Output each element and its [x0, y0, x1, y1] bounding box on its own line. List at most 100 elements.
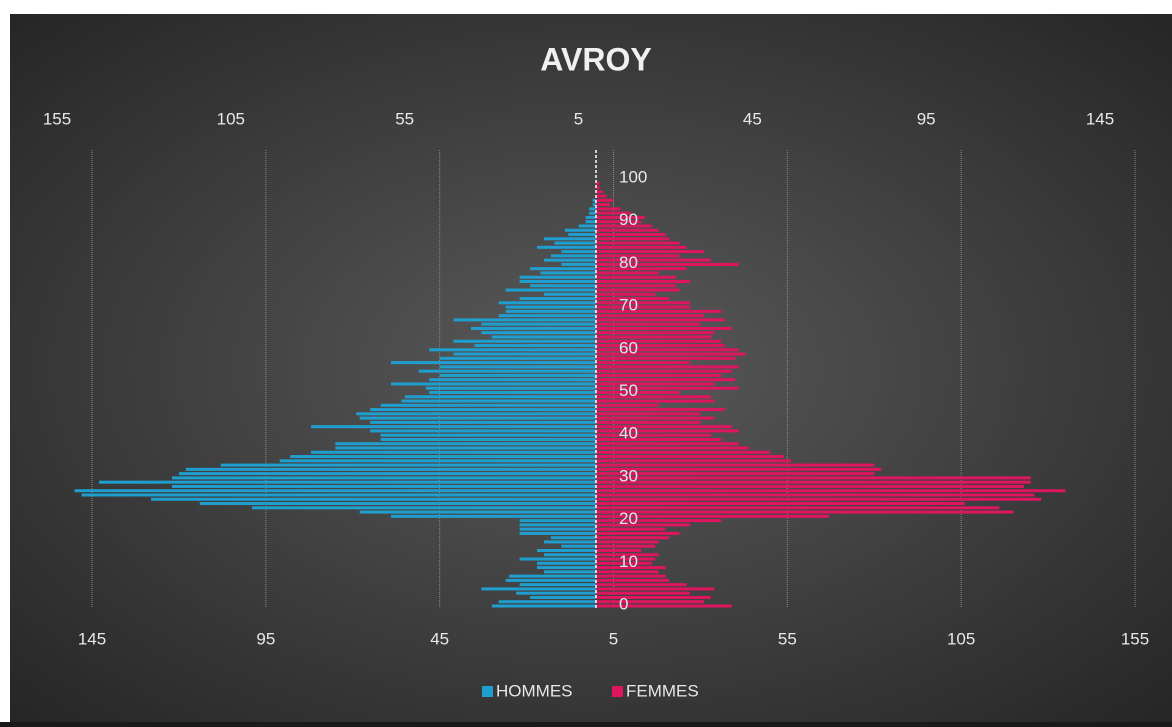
- x-tick-label: 55: [778, 629, 797, 648]
- bar: [596, 344, 725, 348]
- bar: [596, 352, 746, 356]
- bar: [596, 510, 1014, 514]
- bar: [596, 420, 701, 424]
- bar: [498, 314, 597, 318]
- bar: [596, 190, 604, 194]
- bar: [596, 318, 725, 322]
- bar: [481, 331, 597, 335]
- bar: [596, 497, 1042, 501]
- bar: [279, 459, 597, 463]
- bar: [439, 365, 597, 369]
- x2-tick-label: 105: [217, 109, 245, 128]
- bar: [596, 455, 784, 459]
- bar: [335, 446, 597, 450]
- x2-tick-label: 55: [395, 109, 414, 128]
- x-tick-label: 155: [1121, 629, 1149, 648]
- bar: [596, 224, 652, 228]
- bar: [596, 331, 715, 335]
- age-label: 20: [619, 509, 638, 528]
- bar: [380, 433, 597, 437]
- bar: [592, 198, 597, 202]
- bar: [596, 326, 732, 330]
- x-tick-label: 145: [78, 629, 106, 648]
- bar: [596, 523, 690, 527]
- bar: [554, 241, 597, 245]
- bar: [199, 502, 597, 506]
- bar: [596, 399, 715, 403]
- bar: [596, 412, 701, 416]
- bar: [474, 344, 597, 348]
- bar: [596, 262, 739, 266]
- age-label: 0: [619, 594, 628, 613]
- bar: [543, 258, 597, 262]
- x-tick-label: 45: [430, 629, 449, 648]
- bar: [596, 194, 607, 198]
- bar: [380, 437, 597, 441]
- bar: [596, 587, 715, 591]
- x-tick-label: 105: [947, 629, 975, 648]
- bar: [596, 536, 670, 540]
- bar: [596, 314, 704, 318]
- bar: [498, 301, 597, 305]
- bar: [596, 254, 680, 258]
- bar: [596, 391, 680, 394]
- bar: [596, 378, 736, 382]
- bar: [98, 480, 597, 484]
- bar: [429, 391, 597, 394]
- bar: [596, 237, 670, 241]
- x2-tick-label: 45: [743, 109, 762, 128]
- bar: [596, 557, 656, 561]
- bar: [505, 288, 597, 292]
- bar: [596, 527, 666, 531]
- bar: [561, 544, 597, 548]
- bar: [516, 591, 597, 595]
- bar: [470, 326, 597, 330]
- bar: [537, 245, 597, 249]
- bar: [335, 442, 597, 446]
- bar: [596, 566, 666, 570]
- x2-tick-label: 155: [43, 109, 71, 128]
- bar: [370, 420, 597, 424]
- age-label: 80: [619, 253, 638, 272]
- x-tick-label: 95: [256, 629, 275, 648]
- bar: [596, 386, 739, 390]
- age-label: 70: [619, 296, 638, 315]
- bar: [171, 484, 597, 488]
- bar: [185, 467, 597, 471]
- bar: [543, 570, 597, 574]
- bar: [370, 429, 597, 433]
- bar: [543, 553, 597, 557]
- bar: [596, 531, 680, 535]
- bar: [596, 339, 722, 343]
- legend-swatch: [482, 686, 493, 697]
- bar: [429, 378, 597, 382]
- bar: [519, 279, 597, 283]
- bar: [439, 356, 597, 360]
- bar: [596, 322, 701, 326]
- bar: [596, 595, 711, 599]
- bar: [596, 489, 1066, 493]
- bar: [311, 450, 597, 454]
- bar: [596, 181, 600, 185]
- bar: [81, 493, 597, 497]
- bar: [578, 224, 597, 228]
- bar: [509, 574, 597, 578]
- bar: [425, 386, 597, 390]
- bar: [519, 527, 597, 531]
- bar: [596, 309, 722, 313]
- legend-swatch: [612, 686, 623, 697]
- bar: [491, 335, 597, 339]
- chart-title: AVROY: [540, 41, 651, 77]
- bar: [589, 207, 597, 211]
- bar: [596, 578, 670, 582]
- bar: [530, 595, 597, 599]
- bar: [491, 604, 597, 608]
- bar: [596, 583, 687, 587]
- bar: [537, 548, 597, 552]
- bar: [596, 416, 715, 420]
- legend-label: HOMMES: [496, 681, 573, 700]
- bar: [596, 561, 652, 565]
- bar: [596, 220, 642, 224]
- bar: [596, 186, 600, 190]
- bar: [359, 416, 597, 420]
